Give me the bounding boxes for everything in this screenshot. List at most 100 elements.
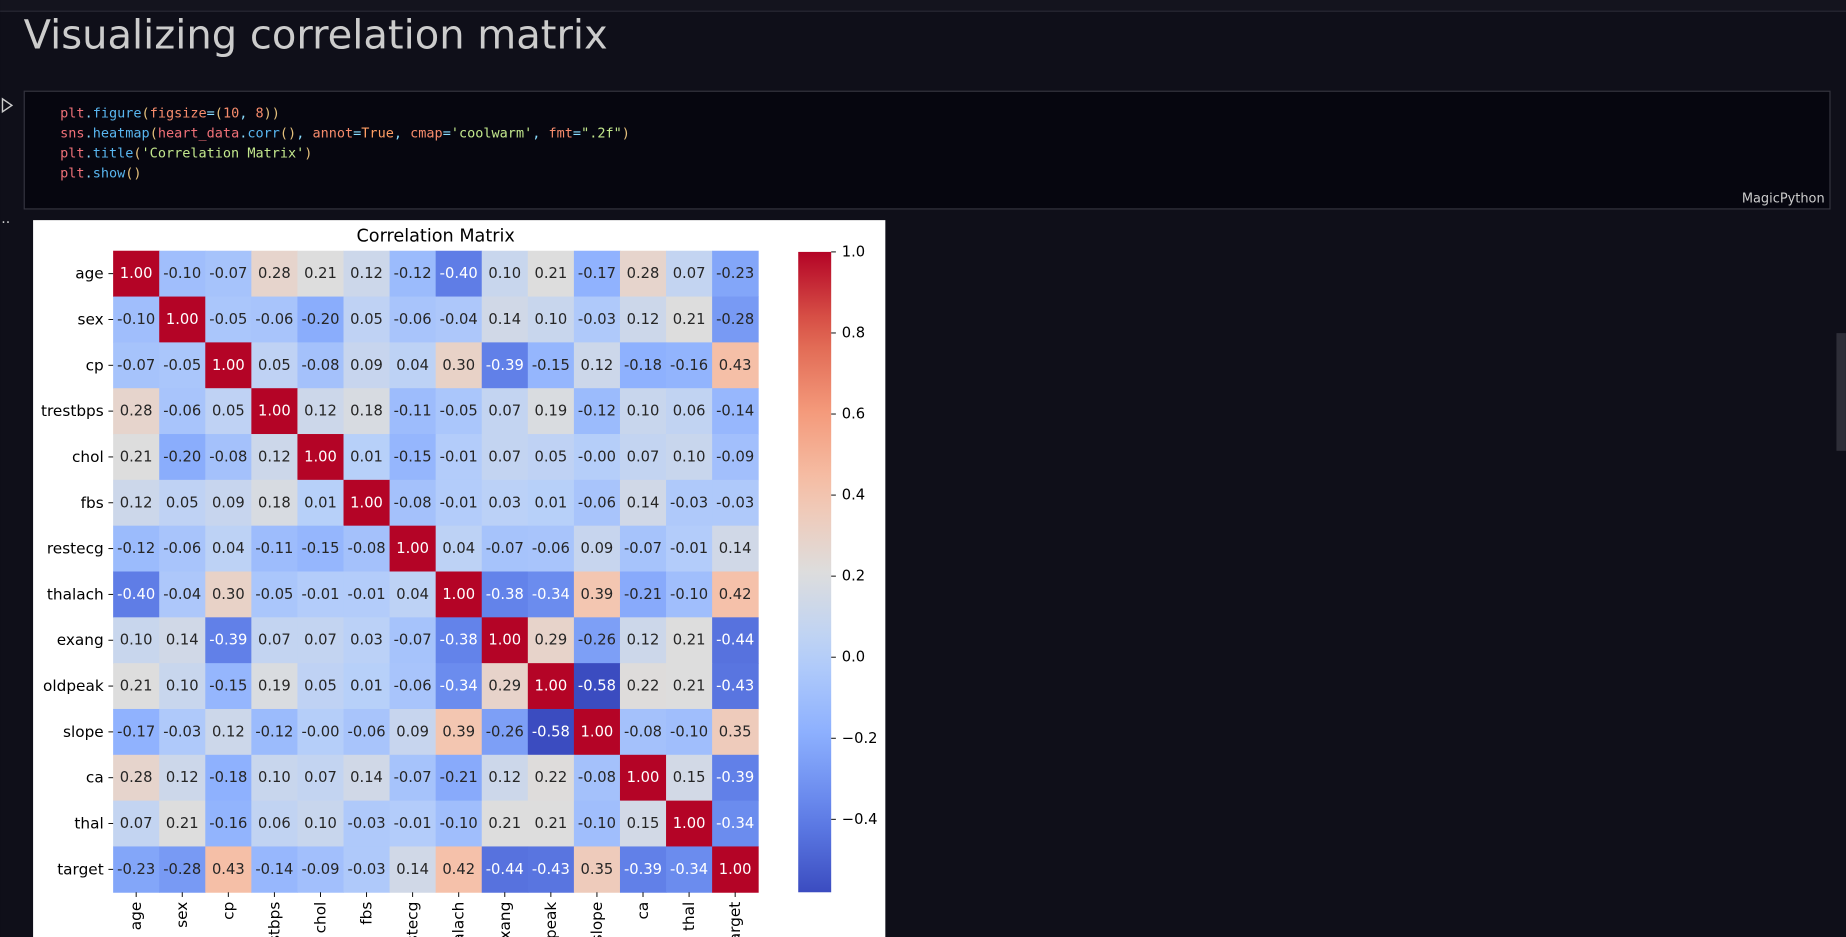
- output-menu[interactable]: ··: [1, 215, 10, 231]
- heatmap-cell: [113, 754, 160, 802]
- colorbar-tick-label: 0.4: [842, 487, 865, 504]
- heatmap-cell: [297, 250, 344, 298]
- x-tick-label: target: [726, 902, 744, 937]
- code-line: plt.title('Correlation Matrix'): [60, 146, 312, 162]
- code-cell[interactable]: [23, 90, 1831, 210]
- heatmap-cell: [435, 846, 483, 893]
- cell-label: -0.10: [163, 265, 201, 282]
- cell-label: 0.01: [350, 448, 383, 465]
- heatmap-cell: [113, 617, 160, 664]
- y-tick-label: ca: [86, 769, 104, 787]
- heatmap-cell: [113, 571, 160, 618]
- cell-label: 0.28: [120, 769, 153, 786]
- cell-label: -0.34: [532, 586, 570, 603]
- cell-label: 0.04: [212, 540, 245, 557]
- cell-label: 0.21: [673, 311, 706, 328]
- heatmap-cell: [619, 663, 667, 710]
- run-button[interactable]: [1, 97, 14, 114]
- heatmap-cell: [251, 663, 298, 710]
- colorbar-tick-label: 0.8: [842, 324, 865, 341]
- cell-label: 0.07: [258, 632, 291, 649]
- cell-label: -0.03: [348, 861, 386, 878]
- heatmap-cell: [527, 479, 575, 527]
- cell-label: -0.39: [209, 632, 247, 649]
- heatmap-cell: [527, 846, 575, 893]
- cell-label: -0.06: [348, 723, 386, 740]
- heatmap-cell: [573, 525, 621, 572]
- heatmap-cell: [619, 479, 667, 527]
- heatmap-cell: [619, 434, 667, 481]
- heatmap-cell: [481, 434, 529, 481]
- cell-label: -0.43: [716, 678, 754, 695]
- cell-label: 0.39: [442, 723, 475, 740]
- cell-label: -0.08: [209, 448, 247, 465]
- heatmap-cell: [527, 617, 575, 664]
- cell-label: 0.19: [258, 678, 291, 695]
- heatmap-cell: [251, 525, 298, 572]
- heatmap-cell: [573, 708, 621, 756]
- heatmap-cell: [481, 617, 529, 664]
- heatmap-cell: [297, 342, 344, 389]
- x-tick-label: fbs: [358, 902, 376, 925]
- cell-label: -0.01: [440, 448, 478, 465]
- colorbar: [798, 251, 832, 893]
- cell-label: -0.03: [670, 494, 708, 511]
- x-tick-label: ca: [634, 902, 652, 920]
- cell-label: -0.26: [486, 723, 524, 740]
- cell-label: 0.09: [212, 494, 245, 511]
- y-tick-label: sex: [78, 310, 104, 328]
- heatmap-cell: [573, 296, 621, 343]
- heatmap-cell: [712, 800, 759, 847]
- heatmap-cell: [573, 617, 621, 664]
- cell-label: 0.06: [258, 815, 291, 832]
- heatmap-cell: [712, 479, 759, 527]
- cell-label: -0.10: [578, 815, 616, 832]
- heatmap-cell: [389, 754, 437, 802]
- cell-label: 1.00: [120, 265, 153, 282]
- heatmap-cell: [435, 296, 483, 343]
- cell-label: -0.06: [394, 311, 432, 328]
- cell-label: -0.17: [117, 723, 155, 740]
- heatmap-cell: [481, 754, 529, 802]
- heatmap-cell: [251, 800, 298, 847]
- heatmap-cell: [481, 388, 529, 435]
- colorbar-tick-label: −0.2: [842, 730, 878, 747]
- cell-label: 0.42: [719, 586, 752, 603]
- heatmap-cell: [481, 479, 529, 527]
- heatmap-cell: [389, 663, 437, 710]
- heatmap-cell: [527, 342, 575, 389]
- cell-label: 1.00: [627, 769, 660, 786]
- scrollbar[interactable]: [1836, 333, 1846, 451]
- heatmap-cell: [113, 434, 160, 481]
- cell-label: -0.14: [716, 403, 754, 420]
- heatmap-cell: [389, 846, 437, 893]
- language-label[interactable]: MagicPython: [1742, 191, 1825, 206]
- cell-label: 0.22: [627, 678, 660, 695]
- heatmap-cell: [666, 525, 713, 572]
- heatmap-cell: [481, 296, 529, 343]
- heatmap-cell: [251, 342, 298, 389]
- cell-label: -0.09: [301, 861, 339, 878]
- colorbar-tick-label: 0.6: [842, 406, 865, 423]
- heatmap-cell: [527, 571, 575, 618]
- heatmap-cell: [205, 571, 252, 618]
- cell-label: 0.05: [350, 311, 383, 328]
- heatmap-cell: [619, 617, 667, 664]
- cell-label: -0.10: [117, 311, 155, 328]
- heatmap-cell: [527, 754, 575, 802]
- heatmap-cell: [712, 342, 759, 389]
- cell-label: -0.06: [532, 540, 570, 557]
- heatmap-cell: [666, 434, 713, 481]
- cell-label: -0.04: [440, 311, 478, 328]
- heatmap-cell: [251, 479, 298, 527]
- heatmap-cell: [297, 525, 344, 572]
- x-tick-label: thalach: [450, 902, 468, 937]
- cell-label: -0.03: [163, 723, 201, 740]
- cell-label: -0.12: [117, 540, 155, 557]
- cell-label: 0.35: [581, 861, 614, 878]
- cell-label: 0.42: [442, 861, 475, 878]
- cell-label: 0.12: [212, 723, 245, 740]
- cell-label: -0.05: [209, 311, 247, 328]
- cell-label: -0.39: [624, 861, 662, 878]
- code-line: sns.heatmap(heart_data.corr(), annot=Tru…: [60, 126, 630, 142]
